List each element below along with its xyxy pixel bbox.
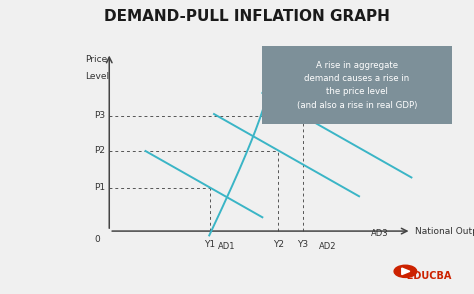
Text: P3: P3 (94, 111, 105, 120)
Text: AD3: AD3 (371, 229, 389, 238)
Text: AD2: AD2 (319, 242, 336, 251)
Text: AD1: AD1 (218, 242, 236, 251)
Text: P1: P1 (94, 183, 105, 192)
Circle shape (394, 265, 417, 278)
Text: Y1: Y1 (204, 240, 216, 249)
Text: Y2: Y2 (273, 240, 284, 249)
Text: Price: Price (85, 55, 107, 64)
Text: EDUCBA: EDUCBA (401, 271, 452, 281)
Text: P2: P2 (94, 146, 105, 155)
Text: DEMAND-PULL INFLATION GRAPH: DEMAND-PULL INFLATION GRAPH (103, 9, 390, 24)
Text: Level: Level (85, 72, 109, 81)
Text: 0: 0 (94, 235, 100, 244)
Text: AS: AS (280, 70, 292, 78)
Text: Y3: Y3 (297, 240, 308, 249)
Text: National Output: National Output (415, 227, 474, 235)
FancyBboxPatch shape (262, 46, 452, 124)
Polygon shape (402, 268, 410, 275)
Text: A rise in aggregate
demand causes a rise in
the price level
(and also a rise in : A rise in aggregate demand causes a rise… (297, 61, 417, 110)
